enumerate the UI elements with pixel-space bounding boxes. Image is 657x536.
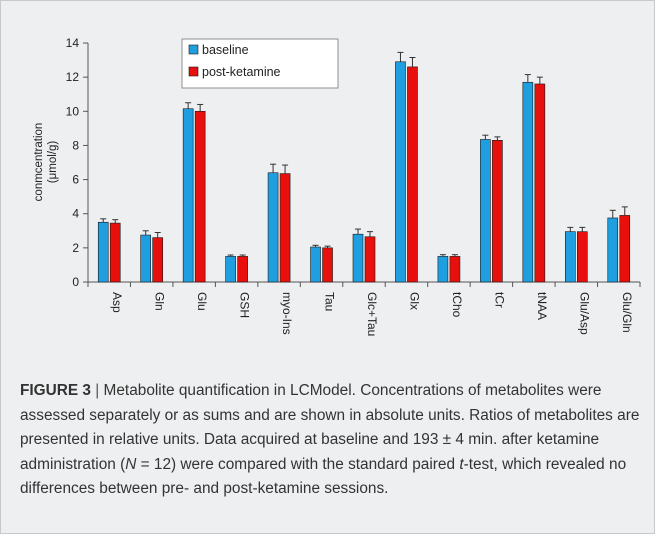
bar-baseline [182, 108, 194, 283]
legend-label: post-ketamine [202, 65, 281, 79]
bar-chart: 0 2 4 6 8 10 12 14 conmcentration (μmol/g) Asp Gln G… [33, 36, 641, 336]
caption-n-symbol: N [125, 455, 137, 473]
x-tick-label: myo-Ins [280, 292, 294, 335]
bar-post-ketamine [279, 173, 291, 283]
x-tick-label: Glx [407, 292, 421, 310]
legend-swatch-baseline [188, 44, 199, 55]
bar-post-ketamine [364, 236, 376, 283]
bar-post-ketamine [492, 140, 503, 283]
bar-baseline [607, 217, 619, 283]
bar-post-ketamine [619, 215, 631, 283]
bar-post-ketamine [407, 66, 418, 283]
bar-post-ketamine [237, 256, 248, 283]
y-tick-label: 6 [72, 173, 79, 187]
y-tick-label: 0 [72, 275, 79, 289]
y-tick-label: 8 [72, 138, 79, 152]
y-tick-label: 12 [66, 70, 80, 84]
x-tick-label: tCho [450, 292, 464, 318]
y-tick-label: 10 [66, 104, 80, 118]
y-tick-label: 2 [72, 241, 79, 255]
y-axis-unit-label: (μmol/g) [47, 141, 59, 184]
y-axis-label: conmcentration [33, 123, 45, 202]
x-tick-label: tNAA [535, 292, 549, 320]
legend-swatch-post-ketamine [188, 66, 199, 77]
bar-post-ketamine [534, 83, 546, 283]
bar-post-ketamine [449, 256, 461, 283]
x-tick-label: Glc+Tau [365, 292, 379, 336]
bar-baseline [225, 256, 236, 283]
x-tick-label: Asp [110, 292, 124, 313]
x-tick-label: Gln [153, 292, 167, 311]
bar-baseline [480, 139, 491, 283]
x-tick-label: Glu/Asp [577, 292, 591, 335]
caption-text-1: Metabolite quantification in LCModel. Co… [20, 382, 640, 473]
x-tick-label: GSH [238, 292, 252, 318]
bar-post-ketamine [322, 247, 333, 283]
caption-separator: | [90, 382, 104, 399]
x-tick-label: Glu [195, 292, 209, 311]
figure-caption: FIGURE 3 | Metabolite quantification in … [20, 379, 640, 502]
bar-baseline [395, 61, 406, 283]
legend-box [181, 38, 339, 89]
bar-baseline [437, 256, 449, 283]
caption-text-3: -test, which revealed no differences bet… [20, 455, 627, 498]
bar-post-ketamine [109, 222, 121, 283]
y-tick-label: 4 [72, 207, 79, 221]
caption-text-2: = 12) were compared with the standard pa… [136, 455, 460, 473]
bar-post-ketamine [194, 110, 206, 283]
y-tick-label: 14 [66, 36, 80, 50]
legend-label: baseline [202, 43, 249, 57]
x-tick-label: Tau [323, 292, 337, 311]
bar-baseline [97, 221, 109, 283]
caption-t-symbol: t [459, 455, 464, 473]
x-tick-label: tCr [492, 292, 506, 308]
bar-post-ketamine [577, 231, 588, 283]
x-tick-label: Glu/Gln [620, 292, 634, 333]
bar-baseline [310, 246, 321, 283]
bar-baseline [522, 81, 534, 283]
bar-baseline [565, 231, 576, 283]
figure-label: FIGURE 3 [20, 382, 91, 399]
bar-baseline [267, 172, 279, 283]
bar-post-ketamine [152, 237, 163, 283]
bar-baseline [352, 233, 364, 283]
bar-baseline [140, 234, 151, 283]
